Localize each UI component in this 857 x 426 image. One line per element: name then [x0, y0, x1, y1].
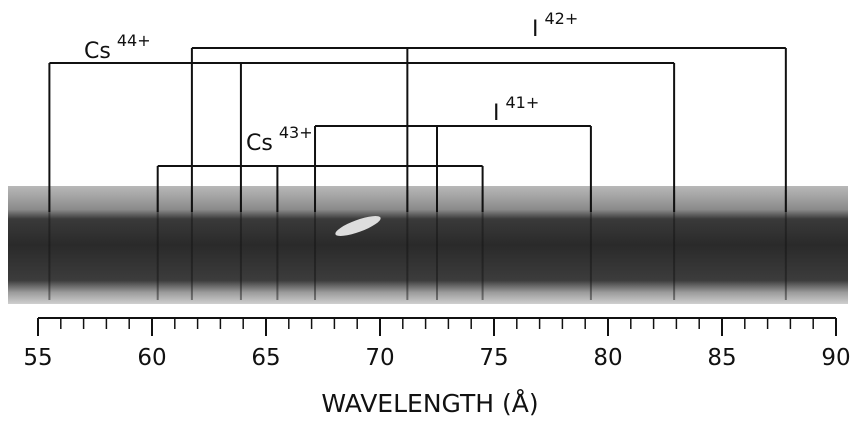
- ion-charge: 42+: [545, 9, 579, 28]
- ion-label: Cs 44+: [84, 31, 151, 64]
- ion-element: I: [493, 101, 500, 126]
- x-tick-label: 55: [23, 345, 52, 371]
- x-tick-label: 65: [251, 345, 280, 371]
- ion-charge: 43+: [279, 123, 313, 142]
- ion-element: Cs: [246, 131, 273, 156]
- ion-label: I 42+: [532, 9, 578, 42]
- x-tick-label: 60: [137, 345, 166, 371]
- x-tick-label: 90: [821, 345, 850, 371]
- x-tick-label: 85: [707, 345, 736, 371]
- ion-label: I 41+: [493, 93, 539, 126]
- plate-artifact: [335, 216, 381, 236]
- ion-element: Cs: [84, 39, 111, 64]
- spectrum-plate: [8, 186, 848, 304]
- ion-charge: 41+: [506, 93, 540, 112]
- x-tick-label: 70: [365, 345, 394, 371]
- ion-charge: 44+: [117, 31, 151, 50]
- x-axis-label: WAVELENGTH (Å): [321, 389, 538, 418]
- x-tick-label: 75: [479, 345, 508, 371]
- ion-element: I: [532, 17, 539, 42]
- ion-label: Cs 43+: [246, 123, 313, 156]
- x-tick-label: 80: [593, 345, 622, 371]
